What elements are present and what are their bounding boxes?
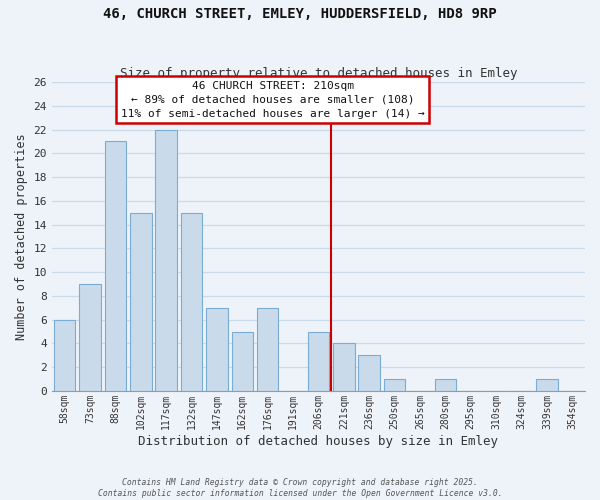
- Bar: [54, 320, 76, 391]
- Bar: [232, 332, 253, 391]
- Bar: [155, 130, 177, 391]
- Text: 46, CHURCH STREET, EMLEY, HUDDERSFIELD, HD8 9RP: 46, CHURCH STREET, EMLEY, HUDDERSFIELD, …: [103, 8, 497, 22]
- Bar: [434, 379, 456, 391]
- Bar: [130, 212, 152, 391]
- Bar: [358, 356, 380, 391]
- Text: Contains HM Land Registry data © Crown copyright and database right 2025.
Contai: Contains HM Land Registry data © Crown c…: [98, 478, 502, 498]
- Text: 46 CHURCH STREET: 210sqm
← 89% of detached houses are smaller (108)
11% of semi-: 46 CHURCH STREET: 210sqm ← 89% of detach…: [121, 81, 425, 119]
- Bar: [79, 284, 101, 391]
- Bar: [104, 142, 126, 391]
- Bar: [384, 379, 406, 391]
- Bar: [308, 332, 329, 391]
- Y-axis label: Number of detached properties: Number of detached properties: [15, 133, 28, 340]
- Bar: [206, 308, 228, 391]
- Bar: [181, 212, 202, 391]
- Title: Size of property relative to detached houses in Emley: Size of property relative to detached ho…: [120, 66, 517, 80]
- X-axis label: Distribution of detached houses by size in Emley: Distribution of detached houses by size …: [139, 434, 499, 448]
- Bar: [333, 344, 355, 391]
- Bar: [257, 308, 278, 391]
- Bar: [536, 379, 558, 391]
